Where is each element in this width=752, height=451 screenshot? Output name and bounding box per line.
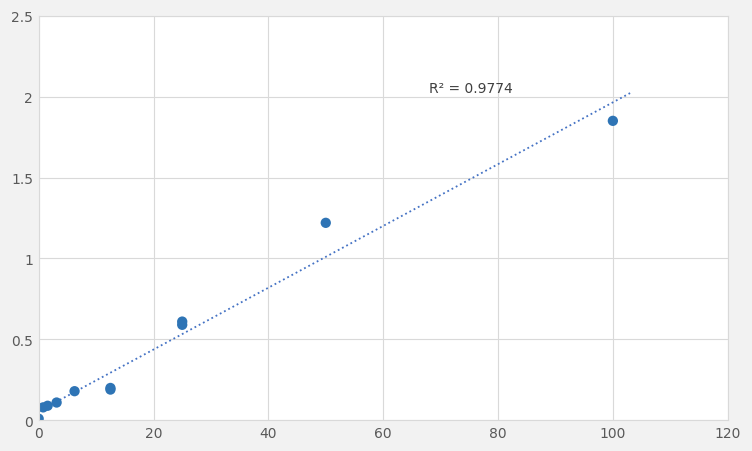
Point — [32, 415, 44, 423]
Text: R² = 0.9774: R² = 0.9774 — [429, 82, 513, 96]
Point — [68, 388, 80, 395]
Point — [320, 220, 332, 227]
Point — [176, 322, 188, 329]
Point — [176, 318, 188, 326]
Point — [37, 404, 49, 411]
Point — [105, 386, 117, 393]
Point — [105, 385, 117, 392]
Point — [41, 402, 53, 410]
Point — [607, 118, 619, 125]
Point — [50, 399, 62, 406]
